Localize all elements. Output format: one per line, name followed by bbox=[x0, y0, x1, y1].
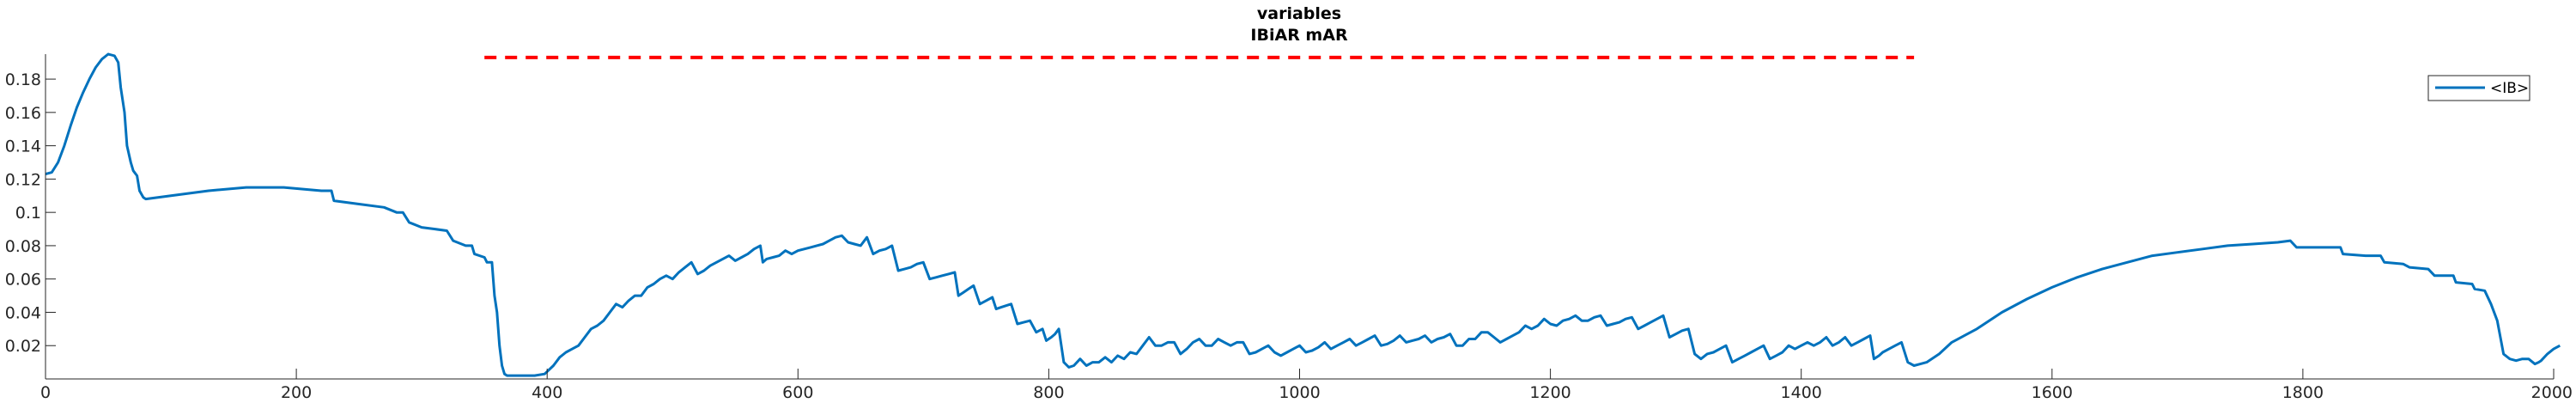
x-tick-label: 1000 bbox=[1279, 383, 1320, 402]
y-tick-label: 0.1 bbox=[15, 204, 41, 223]
x-tick-label: 1200 bbox=[1529, 383, 1571, 402]
x-tick-label: 1800 bbox=[2282, 383, 2324, 402]
plot-area bbox=[46, 54, 2554, 379]
series-line-ib bbox=[45, 52, 2561, 377]
x-tick-label: 0 bbox=[40, 383, 51, 402]
title-line-2: IBiAR mAR bbox=[1250, 26, 1348, 45]
x-tick-label: 2000 bbox=[2531, 383, 2573, 402]
legend: <IB> bbox=[2427, 75, 2530, 101]
x-tick-label: 600 bbox=[782, 383, 813, 402]
series-layer bbox=[45, 52, 2561, 377]
title-line-1: variables bbox=[1257, 4, 1341, 23]
y-tick-label: 0.04 bbox=[5, 303, 41, 322]
y-tick-label: 0.16 bbox=[5, 104, 41, 123]
y-tick-label: 0.02 bbox=[5, 337, 41, 356]
y-tick-label: 0.06 bbox=[5, 271, 41, 290]
x-tick-label: 400 bbox=[532, 383, 562, 402]
ticks-layer: 0 200 400 600 800 1000 1200 1400 1600 1800 2000 0.0… bbox=[5, 70, 2573, 402]
x-tick-label: 200 bbox=[281, 383, 312, 402]
y-tick-label: 0.14 bbox=[5, 137, 41, 156]
y-tick-label: 0.18 bbox=[5, 70, 41, 89]
legend-label: <IB> bbox=[2490, 80, 2529, 97]
x-tick-label: 1600 bbox=[2032, 383, 2073, 402]
y-tick-label: 0.12 bbox=[5, 170, 41, 189]
chart-title: variables IBiAR mAR bbox=[1250, 4, 1348, 45]
x-tick-label: 1400 bbox=[1781, 383, 1822, 402]
y-tick-label: 0.08 bbox=[5, 237, 41, 256]
x-tick-label: 800 bbox=[1033, 383, 1064, 402]
